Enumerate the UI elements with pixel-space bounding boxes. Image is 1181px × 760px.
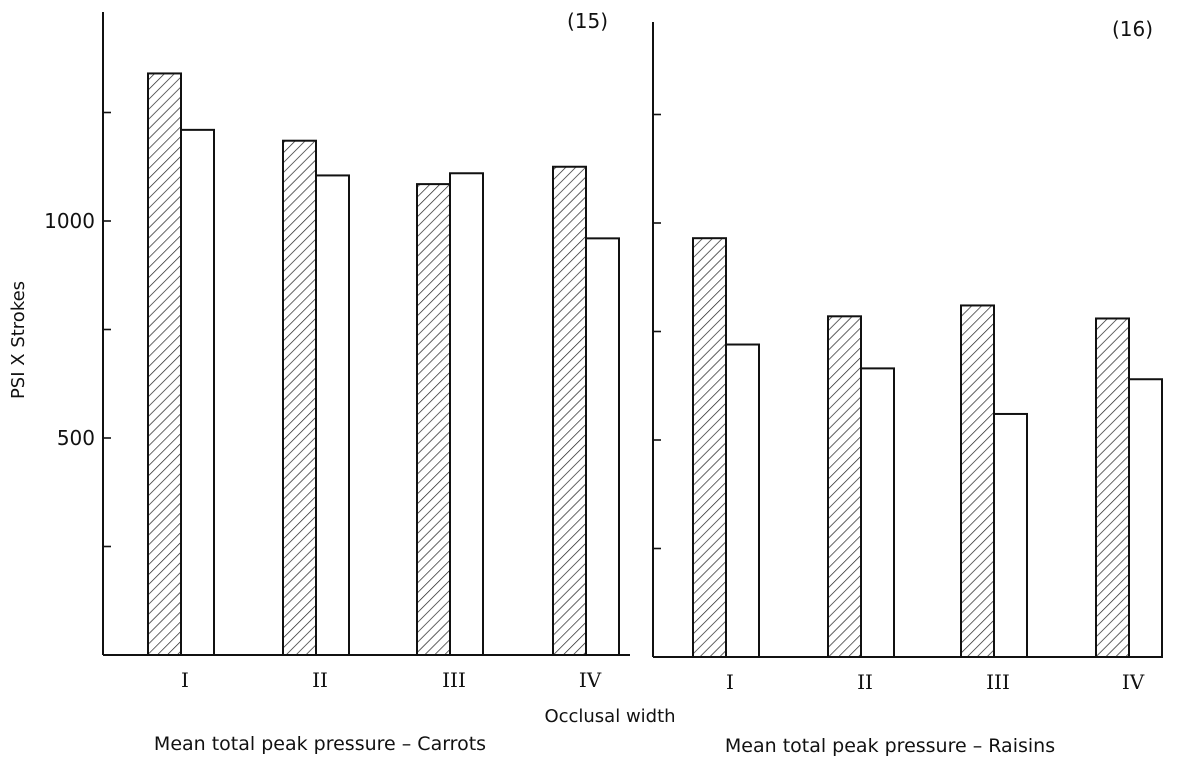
y-tick-label: 500: [57, 426, 95, 450]
panel-tag-16: (16): [1112, 17, 1153, 41]
bar-hatched: [692, 237, 727, 658]
bar-hatched: [416, 183, 451, 657]
category-label: II: [312, 668, 328, 692]
bar-open: [585, 237, 620, 657]
category-label: I: [181, 668, 189, 692]
bar-hatched: [282, 139, 317, 656]
category-label: III: [442, 668, 466, 692]
bar-open: [993, 412, 1028, 658]
category-label: I: [726, 670, 734, 694]
caption-raisins: Mean total peak pressure – Raisins: [725, 735, 1055, 757]
category-label: III: [986, 670, 1010, 694]
category-label: IV: [579, 668, 602, 692]
bar-open: [449, 172, 484, 656]
bar-hatched: [827, 315, 862, 658]
plot-area-2: I II III IV: [652, 22, 1163, 694]
bar-hatched: [960, 304, 995, 658]
bar-open: [1128, 378, 1163, 658]
bar-open: [180, 128, 215, 657]
panel-tag-15: (15): [567, 9, 608, 33]
bar-hatched: [1095, 317, 1130, 658]
category-label: II: [857, 670, 873, 694]
y-tick-label: 1000: [44, 209, 95, 233]
panel-raisins: (16) Mean total peak pressure – Raisins: [725, 17, 1153, 757]
bar-open: [860, 367, 895, 658]
bar-open: [315, 174, 350, 656]
bar-open: [725, 343, 760, 658]
caption-carrots: Mean total peak pressure – Carrots: [154, 733, 486, 755]
bar-hatched: [552, 165, 587, 656]
panel-carrots: (15) PSI X Strokes Mean total peak press…: [8, 9, 608, 755]
bar-hatched: [147, 72, 182, 656]
y-axis-title: PSI X Strokes: [8, 281, 29, 399]
x-axis-title: Occlusal width: [544, 706, 675, 727]
category-label: IV: [1122, 670, 1145, 694]
